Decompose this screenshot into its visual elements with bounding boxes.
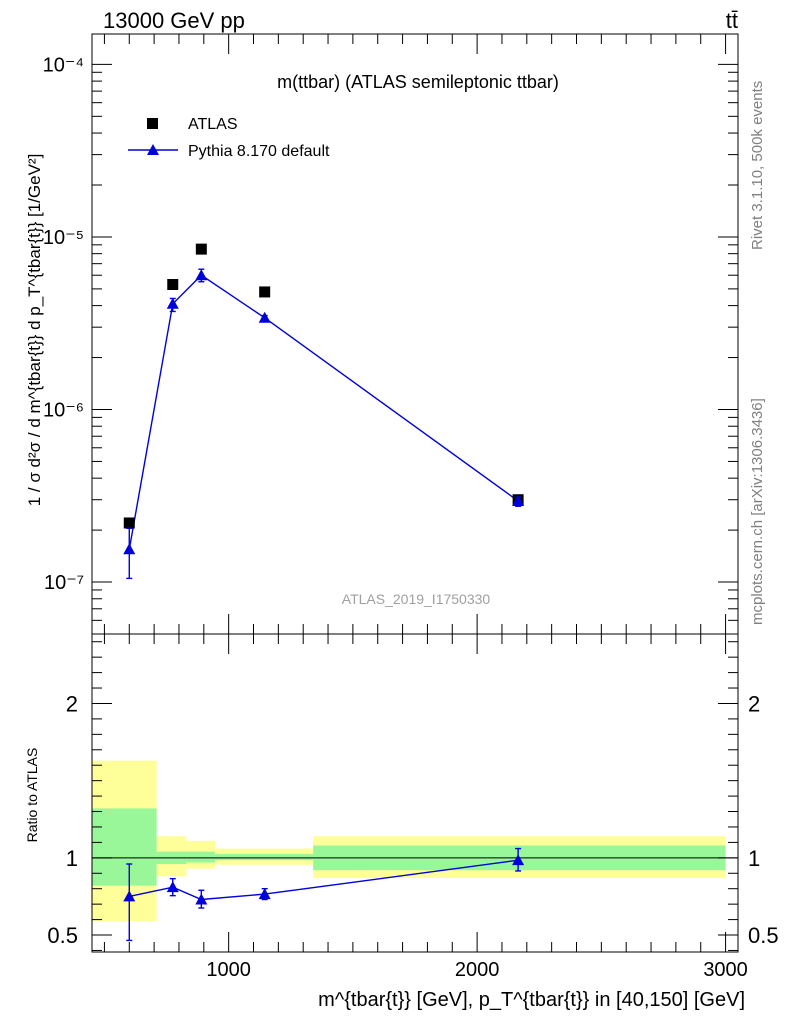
legend-marker-pythia <box>147 144 159 155</box>
plot-title: m(ttbar) (ATLAS semileptonic ttbar) <box>277 72 559 92</box>
pythia-point <box>258 311 271 323</box>
ratio-y-axis-label: Ratio to ATLAS <box>24 748 40 843</box>
atlas-point <box>167 279 179 291</box>
ratio-stat-band <box>214 853 314 861</box>
ratio-frame <box>91 633 739 953</box>
ratio-y-tick-label-right: 1 <box>748 846 760 871</box>
y-axis-label: 1 / σ d²σ / d m^{tbar{t}} d p_T^{tbar{t}… <box>25 154 44 507</box>
legend-label-pythia: Pythia 8.170 default <box>188 143 330 160</box>
y-tick-label: 10⁻⁶ <box>43 399 84 421</box>
pythia-point <box>195 269 208 281</box>
atlas-point <box>259 286 271 298</box>
ratio-pythia-point <box>512 854 525 866</box>
y-tick-label: 10⁻⁷ <box>44 572 84 594</box>
analysis-label: ATLAS_2019_I1750330 <box>342 591 491 607</box>
x-axis-label: m^{tbar{t}} [GeV], p_T^{tbar{t}} in [40,… <box>318 989 745 1011</box>
y-tick-label: 10⁻⁵ <box>43 227 84 249</box>
ratio-pythia-point <box>195 893 208 905</box>
legend-label-atlas: ATLAS <box>188 116 238 133</box>
energy-label: 13000 GeV pp <box>103 8 245 33</box>
pythia-point <box>166 297 179 309</box>
pythia-line <box>128 274 519 550</box>
ratio-pythia-point <box>123 890 136 902</box>
ratio-y-tick-label: 0.5 <box>47 923 78 948</box>
x-tick-label: 2000 <box>455 959 500 981</box>
atlas-point <box>195 243 207 255</box>
legend: ATLAS Pythia 8.170 default <box>128 116 330 160</box>
ratio-stat-band <box>186 851 215 863</box>
ratio-panel: 0.5 0.5 1 1 2 2 1000 2000 3000 Ratio to ATLAS m^… <box>24 633 779 1011</box>
rivet-label: Rivet 3.1.10, 500k events <box>749 81 766 250</box>
ratio-y-tick-label-right: 2 <box>748 691 760 716</box>
process-label: tt̄ <box>726 8 738 33</box>
ratio-y-tick-label-right: 0.5 <box>748 923 779 948</box>
ratio-pythia-point <box>258 888 271 900</box>
main-panel: 10⁻⁷ 10⁻⁶ 10⁻⁵ 10⁻⁴ m(ttbar) (ATLAS semilep… <box>25 33 739 635</box>
pythia-point <box>123 543 136 555</box>
ratio-stat-band <box>92 808 157 886</box>
mcplots-label: mcplots.cern.ch [arXiv:1306.3436] <box>749 398 766 625</box>
pythia-point <box>512 494 525 506</box>
y-tick-label: 10⁻⁴ <box>43 54 84 76</box>
x-tick-label: 3000 <box>703 959 748 981</box>
atlas-point <box>123 517 135 529</box>
ratio-pythia-point <box>166 881 179 893</box>
legend-marker-atlas <box>147 118 158 129</box>
ratio-y-tick-label: 2 <box>66 691 78 716</box>
x-tick-label: 1000 <box>206 959 251 981</box>
ratio-y-tick-label: 1 <box>66 846 78 871</box>
